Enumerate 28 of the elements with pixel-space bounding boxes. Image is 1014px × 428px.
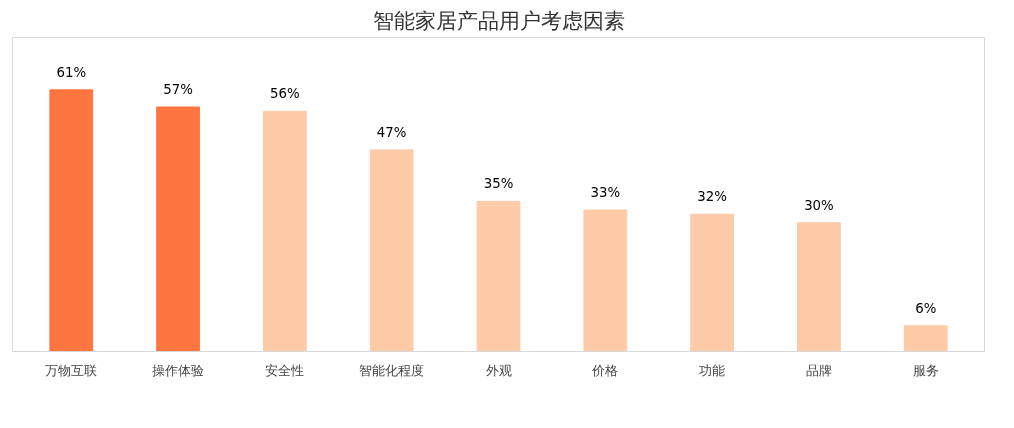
data-label: 35% [483, 176, 514, 192]
data-label: 47% [376, 124, 407, 140]
bar [583, 209, 628, 352]
bar [369, 149, 414, 352]
bar [797, 222, 841, 352]
data-label: 61% [56, 64, 87, 80]
x-tick-label: 品牌 [805, 362, 832, 378]
x-tick-label: 外观 [485, 362, 512, 378]
bar [903, 325, 948, 352]
x-tick-label: 价格 [591, 362, 619, 378]
x-tick-label: 功能 [699, 362, 726, 378]
bar [476, 200, 521, 352]
bar [49, 89, 94, 352]
data-label: 56% [270, 86, 300, 102]
bar [263, 110, 307, 352]
bar [156, 106, 200, 352]
x-tick-label: 万物互联 [45, 362, 98, 378]
x-tick-label: 服务 [912, 362, 939, 378]
data-label: 57% [163, 81, 193, 97]
x-tick-label: 安全性 [265, 362, 305, 378]
data-label: 33% [590, 184, 621, 200]
bar [690, 213, 734, 352]
data-label: 30% [804, 197, 834, 213]
x-tick-label: 智能化程度 [359, 362, 425, 378]
data-label: 6% [915, 300, 937, 316]
chart-title: 智能家居产品用户考虑因素 [372, 7, 625, 33]
data-label: 32% [697, 189, 727, 205]
x-tick-label: 操作体验 [152, 362, 205, 378]
